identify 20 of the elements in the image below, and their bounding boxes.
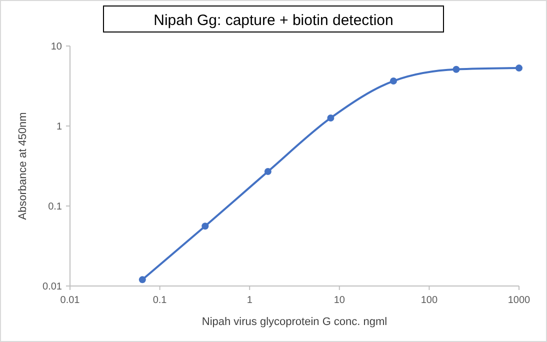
chart-title: Nipah Gg: capture + biotin detection (154, 12, 394, 29)
point (138, 276, 146, 284)
y-tick-label: 1 (56, 122, 62, 132)
y-tick-label: 0.01 (42, 282, 62, 292)
x-tick-label: 1 (246, 295, 253, 306)
x-tick-label: 1000 (508, 295, 531, 306)
point (327, 114, 334, 122)
x-tick-label: 100 (420, 295, 438, 306)
point (202, 222, 209, 230)
x-tick-label: 0.1 (152, 295, 168, 306)
point (516, 64, 522, 72)
point (390, 78, 397, 85)
y-tick-label: 0.1 (48, 202, 62, 212)
x-tick-label: 10 (334, 295, 346, 306)
point (452, 66, 460, 73)
point (264, 168, 272, 175)
y-tick-label: 10 (50, 42, 62, 52)
x-axis-title: Nipah virus glycoprotein G conc. ngml (202, 316, 388, 328)
x-tick-label: 0.01 (60, 295, 80, 306)
y-axis-title: Absorbance at 450nm (17, 112, 29, 220)
